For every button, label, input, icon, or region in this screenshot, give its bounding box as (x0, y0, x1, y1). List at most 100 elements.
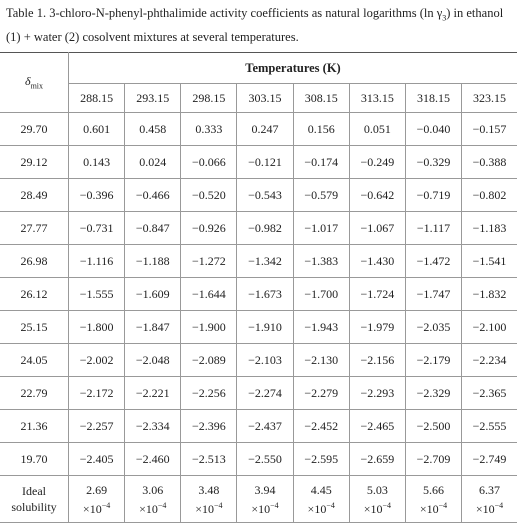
cell: 6.37 ×10−4 (461, 475, 517, 523)
cell: −1.832 (461, 277, 517, 311)
cell: −1.800 (67, 310, 126, 344)
header-row: 288.15 293.15 298.15 303.15 308.15 313.15 318.… (0, 83, 517, 113)
cell: −2.500 (404, 409, 463, 443)
data-table: δmix Temperatures (K) 288.15 293.15 298.15… (0, 52, 517, 523)
temperature: 313.15 (348, 83, 406, 113)
cell: −2.172 (67, 376, 126, 410)
factor: ×10 (82, 501, 102, 516)
cell: 0.458 (124, 112, 182, 146)
row-header: δmix (0, 52, 69, 113)
cell: −0.121 (236, 145, 294, 179)
cell: −2.103 (236, 343, 294, 377)
row: 29.12 0.143 0.024 −0.066 −0.121 −0.174 −0.249−… (0, 145, 517, 179)
cell: −1.117 (404, 211, 463, 245)
cell: −1.609 (124, 277, 182, 311)
cell: −2.365 (461, 376, 517, 410)
cell: −0.543 (236, 178, 294, 212)
cell: −1.272 (180, 244, 238, 278)
cell: −0.329 (404, 145, 463, 179)
cell: −2.048 (124, 343, 182, 377)
cell: −0.982 (236, 211, 294, 245)
exponent: −4 (157, 500, 167, 510)
temperature: 323.15 (461, 83, 517, 113)
cell: −0.040 (404, 112, 463, 146)
cell: 4.45 ×10−4 (292, 475, 350, 523)
mantissa: 5.03 (366, 482, 388, 497)
temperature: 318.15 (404, 83, 463, 113)
factor: ×10 (475, 501, 495, 516)
caption-subscript: 3 (442, 13, 447, 23)
row: 21.36 −2.257 −2.334 −2.396 −2.437 −2.452 −2.46… (0, 409, 517, 443)
cell: −2.659 (348, 442, 406, 476)
cell: −0.719 (404, 178, 463, 212)
cell: −2.089 (180, 343, 238, 377)
cell: −1.430 (348, 244, 406, 278)
cell: −2.555 (461, 409, 517, 443)
cell: −2.234 (461, 343, 517, 377)
cell: −2.130 (292, 343, 350, 377)
factor: ×10 (251, 501, 271, 516)
row-label: 29.12 (0, 145, 69, 179)
cell: 0.024 (124, 145, 182, 179)
row-label: 22.79 (0, 376, 69, 410)
cell: −1.472 (404, 244, 463, 278)
cell: −0.847 (124, 211, 182, 245)
factor: ×10 (419, 501, 439, 516)
symbol-subscript: mix (30, 81, 44, 91)
mantissa: 3.48 (198, 482, 220, 497)
exponent: −4 (326, 500, 335, 510)
cell: −2.396 (180, 409, 238, 443)
row-label: 26.12 (0, 277, 69, 311)
cell: −0.579 (292, 178, 350, 212)
factor: ×10 (363, 501, 383, 516)
cell: 0.247 (236, 112, 294, 146)
caption-text: ) in ethanol (1) + water (2) cosolvent m… (6, 6, 504, 44)
cell: −2.274 (236, 376, 294, 410)
cell: −1.900 (180, 310, 238, 344)
cell: −2.035 (404, 310, 463, 344)
group-header: Temperatures (K) (68, 52, 517, 84)
temperature: 293.15 (124, 83, 182, 113)
row-label: 25.15 (0, 310, 69, 344)
cell: 3.48 ×10−4 (180, 475, 238, 523)
exponent: −4 (382, 500, 391, 510)
exponent: −4 (438, 500, 448, 510)
cell: −0.466 (124, 178, 182, 212)
caption: Table 1. 3-chloro-N-phenyl-phthalimide a… (6, 4, 518, 46)
cell: 0.156 (292, 112, 350, 146)
exponent: −4 (494, 500, 504, 510)
cell: −2.550 (236, 442, 294, 476)
row: 26.12 −1.555 −1.609 −1.644 −1.673 −1.700 −1.72… (0, 277, 517, 311)
row: 25.15 −1.800 −1.847 −1.900 −1.910 −1.943 −1.97… (0, 310, 517, 344)
factor: ×10 (139, 501, 158, 516)
cell: −2.100 (461, 310, 517, 344)
cell: −2.405 (67, 442, 126, 476)
cell: 0.051 (348, 112, 406, 146)
cell: 5.66 ×10−4 (404, 475, 463, 523)
factor: ×10 (195, 501, 215, 516)
row: 19.70 −2.405 −2.460 −2.513 −2.550 −2.595 −2.65… (0, 442, 517, 476)
row-label: 26.98 (0, 244, 69, 278)
row-label: 21.36 (0, 409, 69, 443)
temperature: 298.15 (180, 83, 238, 113)
symbol: δ (24, 74, 31, 89)
cell: −1.342 (236, 244, 294, 278)
cell: −2.221 (124, 376, 182, 410)
cell: −0.802 (461, 178, 517, 212)
temperature: 288.15 (68, 83, 126, 113)
cell: 0.143 (67, 145, 126, 179)
cell: −1.644 (180, 277, 238, 311)
mantissa: 3.94 (254, 482, 276, 497)
cell: −2.513 (180, 442, 238, 476)
cell: −0.642 (348, 178, 406, 212)
cell: −1.188 (124, 244, 182, 278)
cell: −2.709 (404, 442, 463, 476)
cell: −0.174 (292, 145, 350, 179)
factor: ×10 (307, 501, 327, 516)
cell: −1.116 (67, 244, 126, 278)
cell: −1.910 (236, 310, 294, 344)
row-label: Ideal solubility (0, 475, 69, 523)
mantissa: 4.45 (310, 482, 332, 497)
cell: −0.926 (180, 211, 238, 245)
exponent: −4 (214, 500, 223, 510)
